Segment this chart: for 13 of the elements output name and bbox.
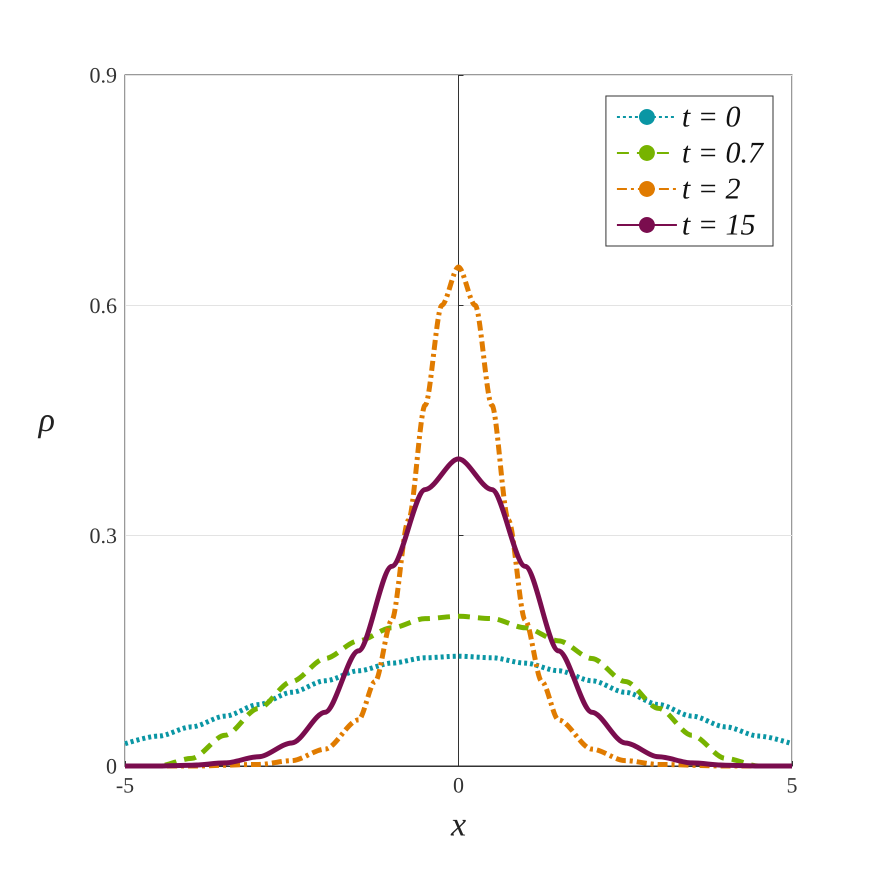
x-axis-title: x <box>450 806 466 844</box>
legend-label: t = 0 <box>682 100 741 134</box>
y-tick-label: 0.3 <box>90 523 117 548</box>
legend-label: t = 2 <box>682 172 741 206</box>
y-axis-title: ρ <box>38 402 55 439</box>
legend-label: t = 15 <box>682 208 756 242</box>
y-tick-label: 0 <box>106 754 117 778</box>
legend-label: t = 0.7 <box>682 136 765 170</box>
y-tick-label: 0.9 <box>90 62 117 88</box>
x-tick-label: 0 <box>453 772 464 798</box>
x-tick-label: 5 <box>786 772 798 798</box>
y-tick-label: 0.6 <box>90 292 117 318</box>
x-tick-label: -5 <box>116 772 134 798</box>
